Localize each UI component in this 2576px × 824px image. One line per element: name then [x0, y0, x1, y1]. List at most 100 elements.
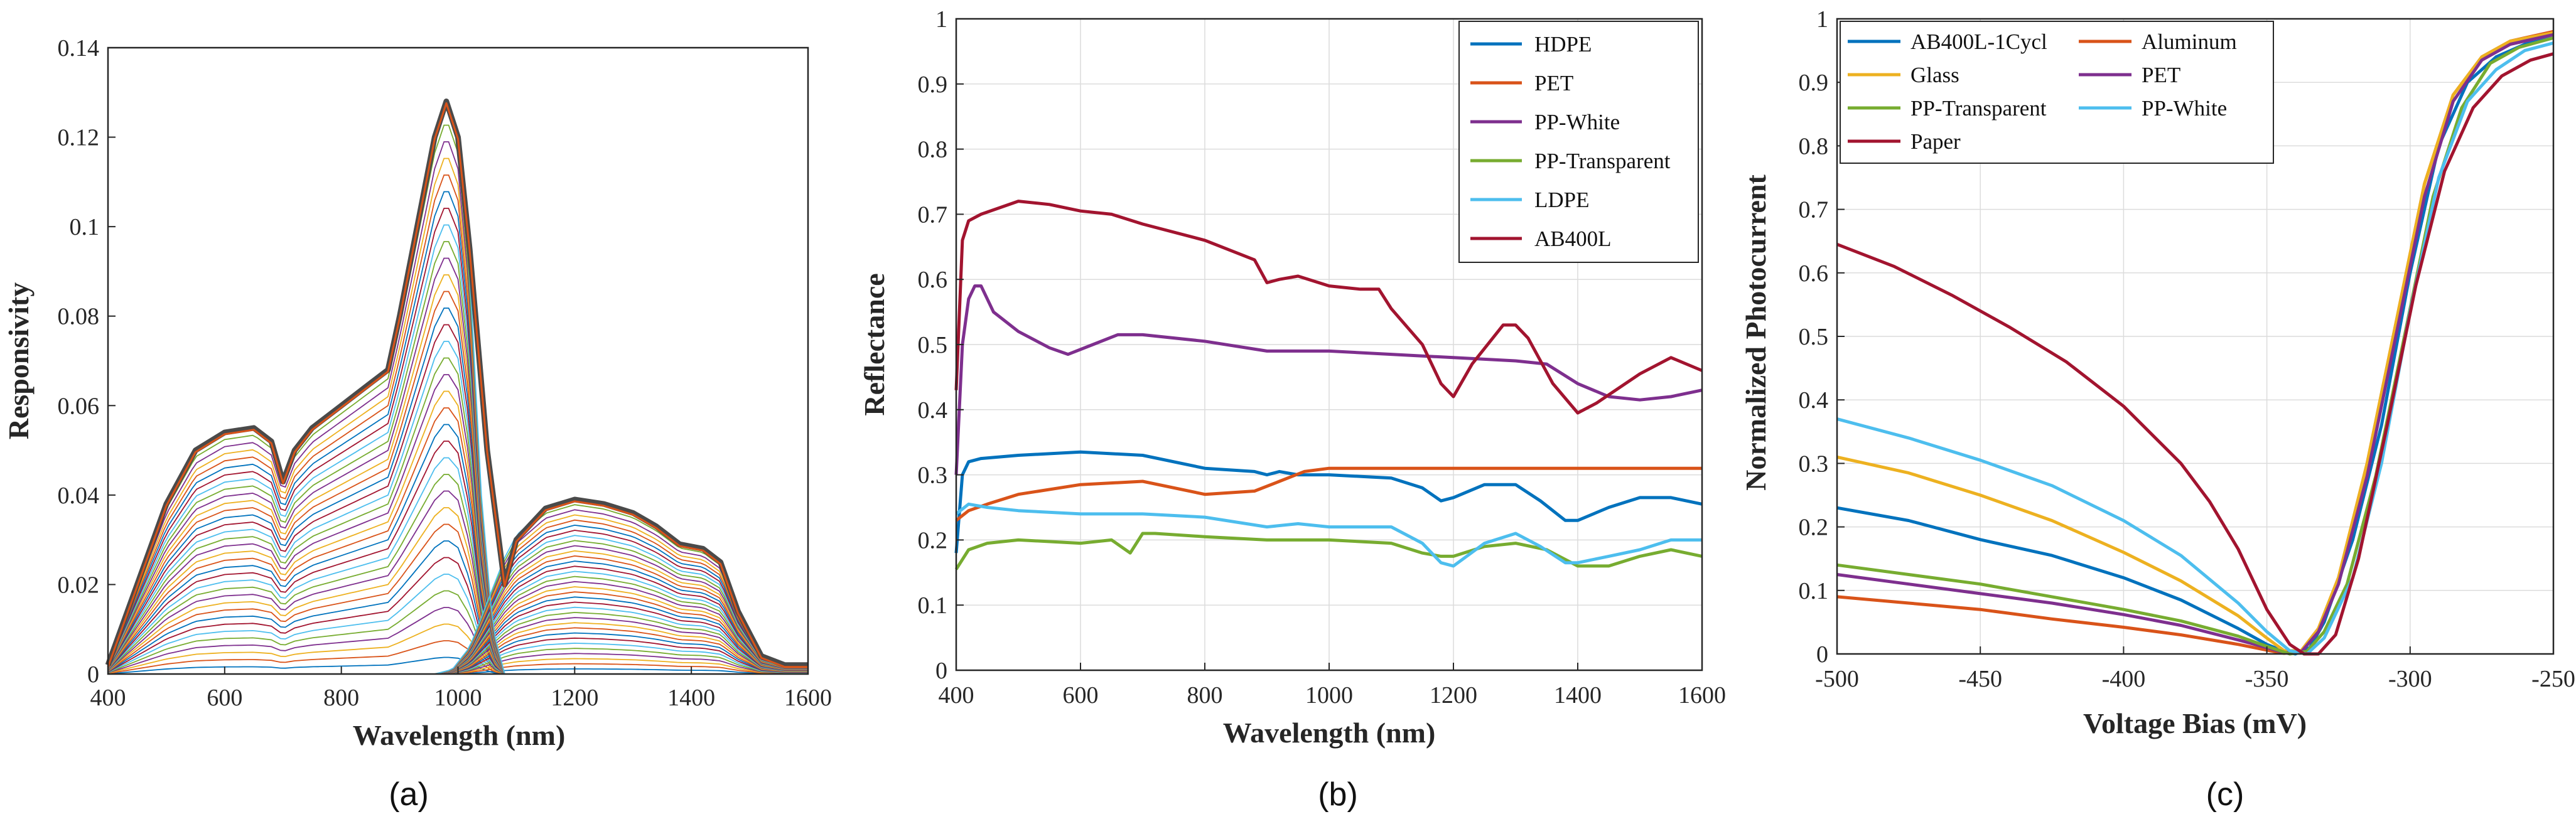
y-tick-label: 0.5 — [918, 332, 948, 358]
panel-b-ylabel: Reflectance — [858, 273, 890, 415]
panel-c-ticks: -500 -450 -400 -350 -300 -250 0 0.1 0.2 0.3 0.4 0.5… — [1799, 6, 2575, 692]
panel-a-curves — [105, 99, 808, 675]
panel-b-ticks: 400 600 800 1000 1200 1400 1600 0 0.1 0.2 0.3 0.4 0.… — [918, 6, 1727, 709]
x-tick-label: -250 — [2531, 666, 2575, 692]
y-tick-label: 0.3 — [918, 463, 948, 489]
x-tick-label: -450 — [1958, 666, 2002, 692]
y-tick-label: 0.4 — [918, 397, 948, 424]
x-tick-label: 1200 — [1430, 682, 1477, 709]
y-tick-label: 0 — [935, 658, 947, 684]
y-tick-label: 0.1 — [1799, 578, 1829, 604]
y-tick-label: 0.6 — [1799, 260, 1829, 287]
x-tick-label: 1200 — [551, 685, 598, 711]
y-tick-label: 1 — [1816, 6, 1828, 33]
x-tick-label: 400 — [939, 682, 974, 709]
y-tick-label: 0.04 — [58, 483, 100, 509]
x-tick-label: 1400 — [1554, 682, 1602, 709]
panel-b: 400 600 800 1000 1200 1400 1600 0 0.1 0.2 0.3 0.4 0.… — [858, 6, 1726, 813]
x-tick-label: -500 — [1815, 666, 1859, 692]
reflectance-line-pp-transparent — [954, 532, 1703, 570]
y-tick-label: 0.7 — [918, 201, 948, 228]
responsivity-envelope — [107, 102, 808, 668]
x-tick-label: 400 — [90, 685, 126, 711]
panel-c-xlabel: Voltage Bias (mV) — [2083, 707, 2307, 739]
y-tick-label: 0.06 — [58, 393, 100, 419]
panel-b-xlabel: Wavelength (nm) — [1223, 717, 1436, 749]
legend-box — [1458, 21, 1699, 263]
y-tick-label: 0.9 — [918, 72, 948, 98]
y-tick-label: 0.08 — [58, 304, 100, 330]
responsivity-curve-right — [108, 509, 808, 675]
legend-label: PP-White — [2142, 96, 2227, 120]
legend-label: AB400L-1Cycl — [1910, 29, 2047, 54]
y-tick-label: 0.12 — [58, 125, 100, 151]
legend-label: PP-White — [1534, 110, 1620, 134]
y-tick-label: 0.2 — [918, 527, 948, 554]
y-tick-label: 0.3 — [1799, 451, 1829, 477]
panel-b-legend: HDPE PET PP-White PP-Transparent LDPE AB400L — [1458, 21, 1699, 263]
reflectance-line-hdpe — [954, 450, 1703, 554]
legend-label: AB400L — [1534, 227, 1612, 251]
y-tick-label: 0.1 — [918, 592, 948, 619]
y-tick-label: 0.2 — [1799, 515, 1829, 541]
responsivity-curve-right — [108, 545, 808, 675]
legend-label: Aluminum — [2142, 29, 2237, 54]
legend-label: PET — [2142, 63, 2180, 87]
y-tick-label: 0.9 — [1799, 70, 1829, 96]
x-tick-label: 600 — [1063, 682, 1099, 709]
x-tick-label: 1600 — [784, 685, 832, 711]
panel-a-ticks: 400 600 800 1000 1200 1400 1600 0 0.02 0.04 0.06 0.… — [58, 35, 833, 711]
panel-c-legend: AB400L-1Cycl Aluminum Glass PET PP-Transpare… — [1840, 21, 2274, 164]
panel-a-ylabel: Responsivity — [3, 282, 35, 439]
legend-label: LDPE — [1534, 188, 1590, 212]
y-tick-label: 0.1 — [70, 214, 100, 240]
x-tick-label: 1400 — [667, 685, 715, 711]
y-tick-label: 0 — [1816, 641, 1828, 668]
legend-label: PET — [1534, 71, 1573, 95]
y-tick-label: 0.6 — [918, 267, 948, 293]
legend-label: HDPE — [1534, 32, 1592, 56]
panel-b-label: (b) — [1318, 776, 1358, 813]
y-tick-label: 0 — [87, 661, 99, 688]
x-tick-label: 1000 — [1305, 682, 1353, 709]
y-tick-label: 1 — [935, 6, 947, 33]
panel-a: 400 600 800 1000 1200 1400 1600 0 0.02 0.04 0.06 0.… — [3, 35, 832, 813]
x-tick-label: 1600 — [1678, 682, 1726, 709]
y-tick-label: 0.14 — [58, 35, 100, 62]
legend-label: PP-Transparent — [1534, 149, 1671, 173]
x-tick-label: -300 — [2388, 666, 2432, 692]
y-tick-label: 0.8 — [1799, 133, 1829, 159]
responsivity-curve-left — [107, 224, 808, 675]
responsivity-curve-left — [107, 241, 808, 675]
reflectance-line-ab400l — [954, 200, 1703, 415]
reflectance-line-pet — [955, 466, 1702, 522]
y-tick-label: 0.8 — [918, 137, 948, 163]
reflectance-line-pp-white — [954, 284, 1703, 475]
x-tick-label: -400 — [2102, 666, 2146, 692]
photocurrent-line-pp-transparent — [1836, 36, 2554, 656]
legend-box — [1840, 21, 2274, 164]
x-tick-label: 800 — [323, 685, 359, 711]
y-tick-label: 0.4 — [1799, 387, 1829, 414]
panel-c: -500 -450 -400 -350 -300 -250 0 0.1 0.2 0.3 0.4 0.5… — [1740, 6, 2575, 813]
x-tick-label: 600 — [207, 685, 242, 711]
responsivity-curve-left — [107, 374, 808, 675]
panel-a-label: (a) — [389, 776, 429, 813]
photocurrent-line-paper — [1836, 52, 2554, 656]
responsivity-curve-left — [107, 291, 808, 675]
y-tick-label: 0.5 — [1799, 324, 1829, 350]
x-tick-label: 800 — [1187, 682, 1223, 709]
responsivity-curve-left — [107, 474, 808, 675]
reflectance-line-ldpe — [955, 502, 1702, 568]
x-tick-label: -350 — [2245, 666, 2289, 692]
panel-a-xlabel: Wavelength (nm) — [353, 719, 566, 751]
panel-b-curves — [954, 200, 1703, 570]
panel-c-label: (c) — [2206, 776, 2245, 813]
y-tick-label: 0.7 — [1799, 197, 1829, 223]
x-tick-label: 1000 — [434, 685, 482, 711]
y-tick-label: 0.02 — [58, 572, 100, 598]
legend-label: Glass — [1910, 63, 1959, 87]
legend-label: Paper — [1910, 129, 1961, 154]
legend-label: PP-Transparent — [1910, 96, 2047, 120]
